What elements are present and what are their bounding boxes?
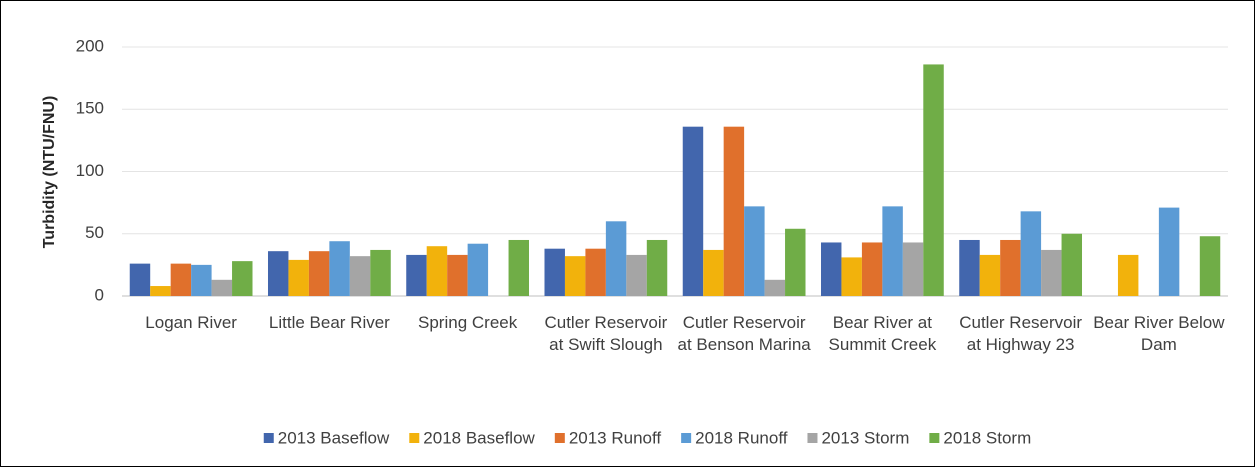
- legend-swatch: [929, 433, 940, 443]
- bar: [1041, 249, 1062, 296]
- bar: [288, 259, 309, 296]
- bar: [1020, 211, 1042, 296]
- bar: [170, 263, 192, 296]
- y-axis-title: Turbidity (NTU/FNU): [41, 96, 58, 249]
- bar: [682, 126, 704, 297]
- bar: [129, 263, 151, 296]
- x-tick-label: Bear River Below Dam: [1093, 313, 1225, 354]
- bar: [564, 256, 586, 296]
- bar: [923, 64, 944, 297]
- legend-swatch: [807, 433, 818, 443]
- legend-label: 2013 Baseflow: [278, 428, 390, 447]
- bar: [467, 243, 489, 296]
- bar: [902, 242, 924, 296]
- legend-swatch: [263, 433, 274, 443]
- bar: [308, 251, 330, 296]
- bar: [211, 279, 233, 296]
- legend-label: 2013 Storm: [821, 428, 909, 447]
- bar: [508, 239, 530, 296]
- bar: [585, 248, 606, 296]
- bar: [626, 254, 647, 296]
- bar: [882, 206, 903, 296]
- x-tick-label: Cutler Reservoir at Swift Slough: [544, 313, 668, 354]
- x-tick-label: Cutler Reservoir at Benson Marina: [677, 313, 811, 354]
- y-tick-label: 200: [76, 36, 104, 55]
- bar: [959, 239, 980, 296]
- bar: [861, 242, 883, 296]
- bar: [447, 254, 468, 296]
- legend-label: 2018 Storm: [943, 428, 1031, 447]
- bar: [232, 261, 253, 296]
- x-tick-label: Bear River at Summit Creek: [828, 313, 937, 354]
- bar: [349, 256, 371, 296]
- bar: [764, 279, 786, 296]
- bar: [150, 286, 171, 296]
- legend-label: 2013 Runoff: [569, 428, 662, 447]
- bar: [1158, 207, 1180, 296]
- bar: [703, 249, 724, 296]
- bar: [426, 246, 448, 296]
- bar: [744, 206, 765, 296]
- bar: [979, 254, 1001, 296]
- legend-swatch: [409, 433, 420, 443]
- bar: [191, 264, 212, 296]
- bar: [1000, 239, 1021, 296]
- bar: [406, 254, 427, 296]
- y-tick-label: 100: [76, 161, 104, 180]
- bar: [820, 242, 842, 296]
- bar: [370, 249, 391, 296]
- bar: [329, 241, 350, 296]
- bar: [1199, 236, 1221, 296]
- x-tick-label: Logan River: [145, 313, 237, 332]
- bar: [723, 126, 745, 297]
- legend-swatch: [554, 433, 565, 443]
- bar: [1117, 254, 1139, 296]
- bar: [605, 221, 627, 296]
- bar: [841, 257, 862, 296]
- bar: [544, 248, 565, 296]
- legend-swatch: [681, 433, 692, 443]
- x-tick-label: Little Bear River: [268, 313, 390, 332]
- x-tick-label: Spring Creek: [418, 313, 518, 332]
- bar: [267, 251, 289, 296]
- legend-label: 2018 Baseflow: [423, 428, 535, 447]
- x-tick-label: Cutler Reservoir at Highway 23: [959, 313, 1083, 354]
- y-tick-label: 50: [85, 223, 104, 242]
- bar: [646, 239, 668, 296]
- bar: [785, 228, 806, 296]
- y-tick-label: 0: [95, 285, 104, 304]
- y-tick-label: 150: [76, 99, 104, 118]
- bar: [1061, 233, 1083, 296]
- legend-label: 2018 Runoff: [695, 428, 788, 447]
